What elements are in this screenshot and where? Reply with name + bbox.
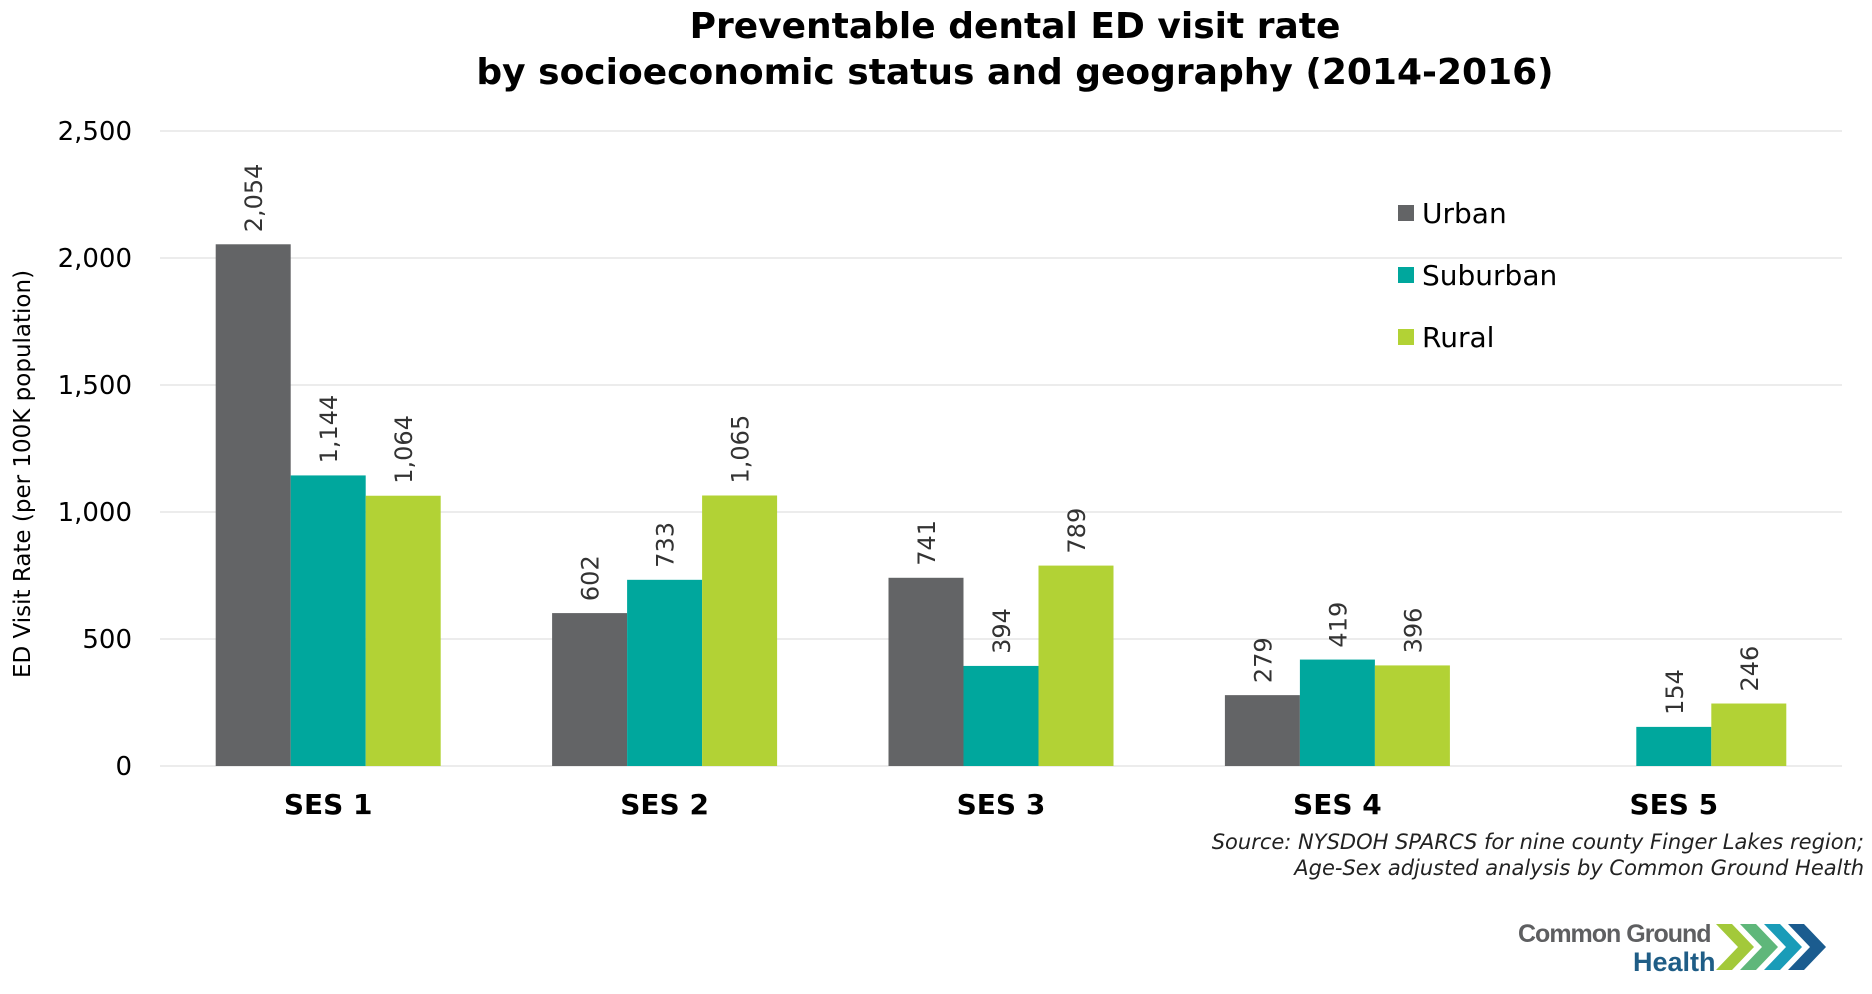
source-line-2: Age-Sex adjusted analysis by Common Grou… (1294, 856, 1864, 880)
legend-label-urban: Urban (1422, 197, 1507, 230)
bar-urban (215, 244, 291, 766)
bar-rural (365, 495, 441, 766)
data-label: 279 (1249, 637, 1277, 683)
data-label: 1,144 (315, 395, 343, 464)
y-tick-label: 1,000 (58, 498, 132, 528)
data-label: 602 (577, 555, 605, 601)
category-label: SES 2 (620, 788, 709, 821)
chart-title-line-1: Preventable dental ED visit rate (689, 6, 1341, 47)
y-tick-label: 1,500 (58, 371, 132, 401)
legend-label-rural: Rural (1422, 321, 1494, 354)
category-label: SES 3 (957, 788, 1046, 821)
y-tick-label: 500 (82, 625, 132, 655)
bar-suburban (1636, 726, 1712, 766)
chevrons-icon (1716, 924, 1826, 970)
logo-text-line-1: Common Ground (1518, 920, 1712, 948)
y-tick-label: 2,500 (58, 117, 132, 147)
data-label: 396 (1399, 608, 1427, 654)
bar-urban (1224, 695, 1300, 766)
legend-swatch-urban (1398, 205, 1414, 221)
bar-suburban (963, 665, 1039, 766)
category-label: SES 5 (1629, 788, 1718, 821)
bar-rural (1374, 665, 1450, 766)
data-label: 741 (913, 520, 941, 566)
bar-urban (552, 613, 628, 766)
legend-swatch-suburban (1398, 267, 1414, 283)
data-label: 1,065 (727, 415, 755, 484)
bar-urban (888, 577, 964, 766)
bar-rural (1711, 703, 1787, 766)
y-tick-label: 2,000 (58, 244, 132, 274)
data-label: 733 (652, 522, 680, 568)
data-label: 1,064 (390, 415, 418, 484)
bar-rural (1038, 565, 1114, 766)
data-label: 2,054 (240, 164, 268, 233)
bar-suburban (1299, 659, 1375, 766)
data-label: 154 (1661, 669, 1689, 715)
bar-rural (702, 495, 778, 766)
common-ground-health-logo: Common Ground Health (1518, 920, 1828, 980)
bar-suburban (290, 475, 366, 766)
legend-label-suburban: Suburban (1422, 259, 1557, 292)
bar-suburban (627, 579, 703, 766)
legend-swatch-rural (1398, 329, 1414, 345)
data-label: 246 (1736, 646, 1764, 692)
data-label: 789 (1063, 508, 1091, 554)
y-tick-label: 0 (115, 752, 132, 782)
logo-text-line-2: Health (1633, 947, 1716, 977)
y-axis-label: ED Visit Rate (per 100K population) (10, 270, 36, 678)
data-label: 394 (988, 608, 1016, 654)
chart-title-line-2: by socioeconomic status and geography (2… (476, 52, 1554, 93)
source-line-1: Source: NYSDOH SPARCS for nine county Fi… (1211, 830, 1864, 854)
data-label: 419 (1324, 602, 1352, 648)
category-label: SES 4 (1293, 788, 1382, 821)
category-label: SES 1 (284, 788, 373, 821)
